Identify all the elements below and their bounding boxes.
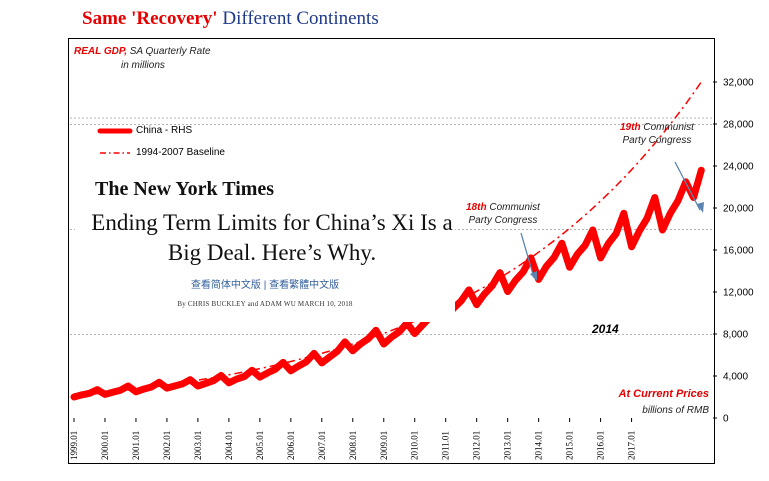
x-tick-label-5: 2004.01 [224, 431, 234, 460]
arrow-18th-congress [520, 232, 535, 279]
y-axis-label-bold: REAL GDP, [74, 46, 127, 57]
y2-tick-label-6: 24,000 [723, 162, 754, 173]
series-group [70, 81, 705, 401]
right-axis-units: billions of RMB [642, 405, 709, 416]
x-tick-label-12: 2011.01 [441, 431, 451, 460]
y-axis-label-rest: SA Quarterly Rate [126, 46, 211, 57]
y2-tick-label-7: 28,000 [723, 120, 754, 131]
legend-label-china: China - RHS [136, 125, 193, 136]
annotation-19th-congress: 19th Communist Party Congress [620, 121, 694, 147]
title-red-part: Same 'Recovery' [82, 8, 218, 29]
y2-tick-label-4: 16,000 [723, 246, 754, 257]
right-axis-label: At Current Prices [618, 388, 709, 400]
y2-tick-label-2: 8,000 [723, 330, 748, 341]
annotation-19th-rest: Communist [640, 122, 694, 133]
annotation-18th-rest: Communist [486, 202, 540, 213]
x-tick-label-13: 2012.01 [472, 431, 482, 460]
x-tick-label-7: 2006.01 [286, 431, 296, 460]
nyt-byline: By CHRIS BUCKLEY and ADAM WU MARCH 10, 2… [177, 300, 353, 308]
y2-tick-label-5: 20,000 [723, 204, 754, 215]
nyt-logo: The New York Times [95, 178, 275, 200]
x-tick-label-8: 2007.01 [317, 431, 327, 460]
nyt-headline: Ending Term Limits for China’s Xi Is a B… [91, 210, 453, 265]
annotation-18th-congress: 18th Communist Party Congress [466, 201, 540, 227]
x-tick-label-4: 2003.01 [193, 431, 203, 460]
annotation-18th-line2: Party Congress [468, 215, 538, 226]
arrow-19th-head [697, 202, 704, 213]
legend-label-baseline: 1994-2007 Baseline [136, 147, 225, 158]
x-tick-label-14: 2013.01 [503, 431, 513, 460]
x-tick-label-3: 2002.01 [162, 431, 172, 460]
annotation-2014: 2014 [592, 322, 619, 336]
x-tick-label-0: 1999.01 [69, 431, 79, 460]
y2-tick-label-0: 0 [723, 414, 729, 425]
arrow-19th-congress [674, 161, 701, 211]
nyt-language-links: 查看简体中文版 | 查看繁體中文版 [190, 280, 340, 291]
chart-title: Same 'Recovery' Different Continents [82, 8, 379, 30]
y2-axis-ticks: 0 4,000 8,000 12,000 16,000 20,000 24,000 28,00… [713, 78, 754, 425]
x-tick-label-2: 2001.01 [131, 431, 141, 460]
annotation-arrows [520, 161, 704, 281]
title-blue-part: Different Continents [217, 8, 379, 29]
x-tick-label-1: 2000.01 [100, 431, 110, 460]
x-axis-ticks: 1999.01 2000.01 2001.01 2002.01 2003.01 2004.… [69, 418, 637, 460]
y-axis-label-line2: in millions [121, 60, 165, 71]
x-tick-label-10: 2009.01 [379, 431, 389, 460]
arrow-18th-head [530, 271, 537, 281]
y2-tick-label-1: 4,000 [723, 372, 748, 383]
x-tick-label-18: 2017.01 [627, 431, 637, 460]
plot-frame [68, 38, 715, 464]
y2-tick-label-8: 32,000 [723, 78, 754, 89]
x-tick-label-6: 2005.01 [255, 431, 265, 460]
y-axis-label: REAL GDP, SA Quarterly Rate [74, 46, 211, 57]
annotation-19th-bold: 19th [620, 122, 641, 133]
x-tick-label-17: 2016.01 [596, 431, 606, 460]
series-china-line [70, 166, 705, 401]
x-tick-label-15: 2014.01 [534, 431, 544, 460]
x-tick-label-9: 2008.01 [348, 431, 358, 460]
x-tick-label-16: 2015.01 [565, 431, 575, 460]
y2-tick-label-3: 12,000 [723, 288, 754, 299]
x-tick-label-11: 2010.01 [410, 431, 420, 460]
annotation-18th-bold: 18th [466, 202, 487, 213]
nyt-article-clipping: The New York Times Ending Term Limits fo… [75, 172, 455, 322]
legend [97, 128, 133, 154]
annotation-19th-line2: Party Congress [622, 135, 692, 146]
